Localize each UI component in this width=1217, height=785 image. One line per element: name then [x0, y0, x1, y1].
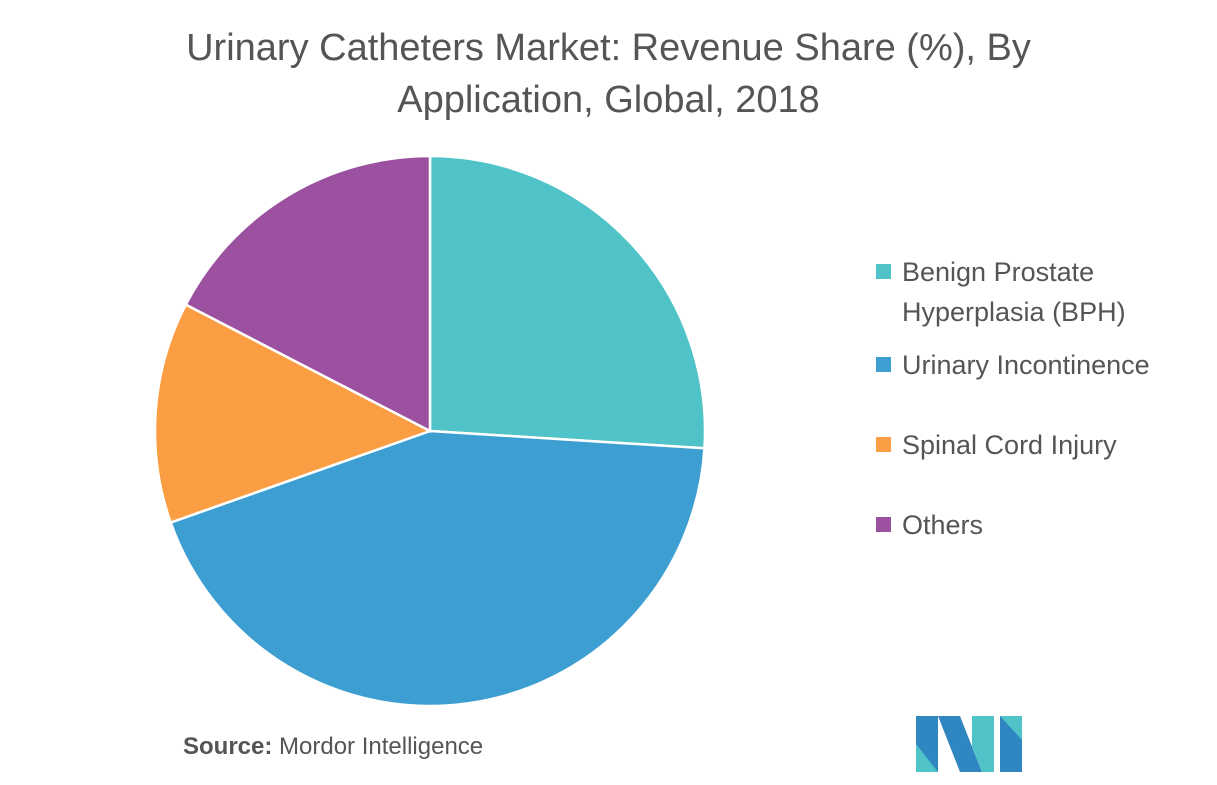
legend-label: Benign Prostate — [902, 257, 1095, 287]
source-text: Mordor Intelligence — [279, 733, 484, 760]
legend-label: Spinal Cord Injury — [902, 430, 1117, 460]
slice-bph — [428, 154, 707, 450]
source-label: Source: — [183, 733, 273, 760]
slice-urinary-incontinence — [169, 429, 706, 708]
slice-spinal-cord-injury — [153, 302, 434, 525]
legend-item-others: Others — [876, 505, 1217, 545]
legend-label: Others — [902, 510, 984, 540]
mordor-intelligence-logo — [916, 716, 1022, 772]
legend-swatch — [876, 357, 891, 372]
source-note: Source: Mordor Intelligence — [183, 733, 483, 761]
legend-swatch — [876, 264, 891, 279]
legend-item-spinal-cord-injury: Spinal Cord Injury — [876, 425, 1217, 465]
legend-swatch — [876, 517, 891, 532]
legend-item-bph: Benign Prostate Hyperplasia (BPH) — [876, 252, 1217, 332]
legend-item-urinary-incontinence: Urinary Incontinence — [876, 345, 1217, 385]
slice-others — [184, 154, 432, 434]
chart-title: Urinary Catheters Market: Revenue Share … — [0, 22, 1217, 126]
title-line-1: Urinary Catheters Market: Revenue Share … — [186, 27, 1031, 69]
title-line-2: Application, Global, 2018 — [397, 79, 820, 121]
legend-swatch — [876, 437, 891, 452]
legend: Benign Prostate Hyperplasia (BPH) Urinary… — [876, 252, 1217, 558]
legend-label: Hyperplasia (BPH) — [902, 297, 1126, 327]
legend-label: Urinary Incontinence — [902, 350, 1150, 380]
